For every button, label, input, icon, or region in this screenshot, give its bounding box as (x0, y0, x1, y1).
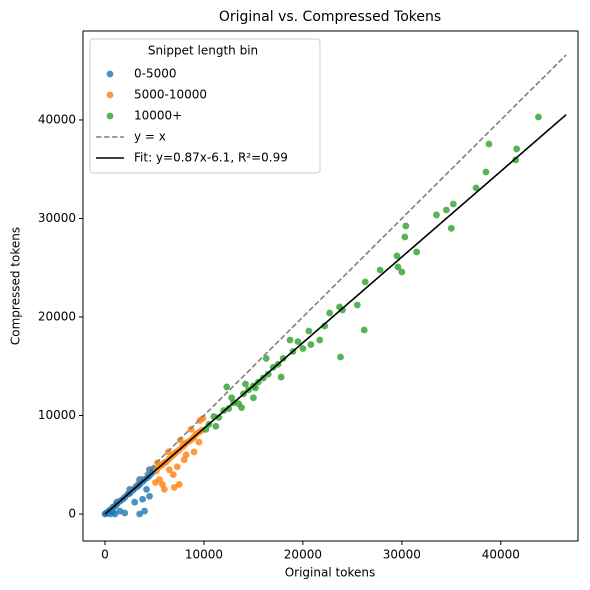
point (141, 507, 148, 515)
x-tick-label: 0 (101, 548, 109, 562)
x-tick-label: 20000 (284, 548, 322, 562)
point (143, 485, 150, 493)
point (482, 168, 490, 176)
y-tick-label: 10000 (38, 408, 76, 422)
point (305, 327, 313, 335)
point (250, 394, 257, 402)
point (512, 156, 520, 164)
point (361, 278, 369, 286)
point (337, 353, 344, 361)
point (190, 448, 198, 456)
point (223, 383, 231, 391)
point (109, 508, 117, 516)
y-tick-label: 40000 (38, 112, 76, 126)
point (402, 222, 410, 230)
legend-label: 5000-10000 (134, 88, 207, 102)
point (433, 211, 440, 219)
point (326, 309, 334, 317)
point (339, 306, 346, 314)
point (175, 481, 183, 488)
legend-marker (106, 112, 114, 120)
point (393, 252, 401, 260)
point (513, 145, 521, 153)
point (228, 394, 236, 402)
legend-marker (106, 91, 114, 99)
line (104, 54, 567, 515)
point (376, 266, 384, 274)
point (165, 466, 173, 474)
point (173, 463, 181, 471)
point (307, 341, 315, 348)
point (286, 336, 294, 344)
frame (82, 30, 579, 542)
plot-area (101, 54, 567, 518)
point (449, 200, 457, 208)
point (169, 471, 177, 479)
point (170, 484, 178, 491)
legend-label: y = x (134, 130, 166, 144)
point (353, 301, 361, 309)
point (131, 498, 139, 506)
point (442, 206, 450, 214)
point (195, 438, 203, 446)
point (401, 233, 409, 241)
line (104, 114, 567, 515)
point (398, 268, 406, 276)
point (262, 354, 270, 362)
legend-box (89, 38, 321, 174)
point (199, 415, 207, 422)
point (485, 140, 493, 148)
point (264, 370, 272, 378)
x-axis-label: Original tokens (285, 566, 376, 580)
point (277, 373, 285, 381)
point (242, 380, 249, 388)
point (472, 184, 480, 192)
point (136, 510, 144, 518)
point (360, 326, 368, 334)
point (139, 495, 146, 503)
point (182, 451, 190, 459)
point (316, 336, 324, 344)
point (413, 248, 421, 256)
legend-label: 0-5000 (134, 67, 177, 81)
point (215, 414, 223, 421)
point (225, 405, 233, 412)
legend-marker (106, 70, 114, 78)
x-tick-label: 10000 (185, 548, 223, 562)
y-tick-label: 20000 (38, 309, 76, 323)
chart-title: Original vs. Compressed Tokens (219, 9, 441, 25)
point (146, 492, 153, 500)
point (447, 224, 455, 232)
point (279, 354, 287, 362)
legend-label: Fit: y=0.87x-6.1, R²=0.99 (134, 151, 288, 165)
point (394, 263, 402, 271)
point (238, 404, 245, 412)
point (535, 113, 542, 121)
y-tick-label: 30000 (38, 211, 76, 225)
legend-label: 10000+ (134, 109, 182, 123)
point (212, 422, 220, 430)
y-axis-label: Compressed tokens (9, 227, 23, 345)
y-tick-label: 0 (68, 507, 76, 521)
point (158, 481, 166, 488)
point (121, 509, 129, 517)
legend-title: Snippet length bin (148, 44, 258, 58)
point (294, 338, 302, 346)
x-tick-label: 40000 (482, 548, 520, 562)
point (156, 476, 163, 483)
point (299, 345, 307, 352)
x-tick-label: 30000 (383, 548, 421, 562)
